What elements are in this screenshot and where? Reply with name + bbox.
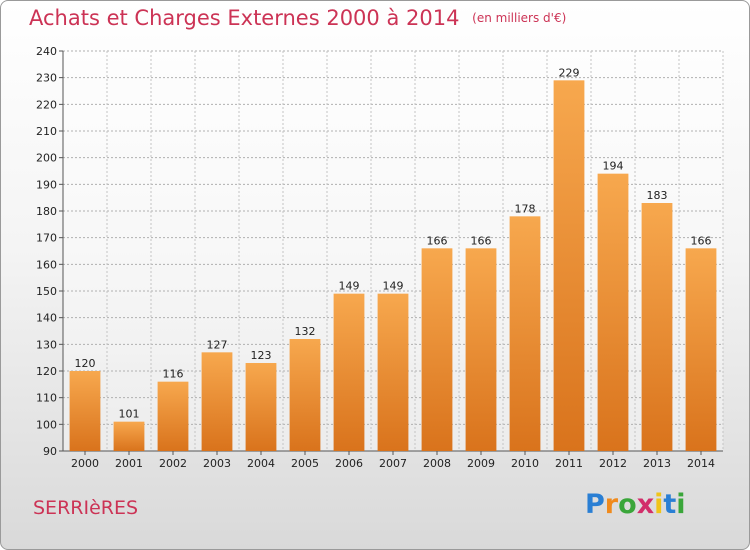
bar [113,421,145,451]
proxiti-logo: Proxiti [585,489,686,520]
y-tick-label: 180 [36,205,57,218]
data-label: 229 [559,66,580,79]
logo-letter: x [636,489,655,520]
y-tick-label: 230 [36,72,57,85]
x-tick-label: 2005 [291,457,319,470]
y-tick-label: 100 [36,418,57,431]
labels: 120 101 116 127 123 132 149 149 166 166 178 229 194 1… [75,66,712,420]
data-label: 166 [427,234,448,247]
data-label: 149 [383,280,404,293]
x-tick-label: 2006 [335,457,363,470]
logo-letter: o [618,489,637,520]
bar [641,203,673,451]
bar [245,363,277,451]
bar [333,293,365,451]
data-label: 123 [251,349,272,362]
bar [69,371,101,451]
logo-letter: P [585,489,605,520]
y-tick-label: 160 [36,258,57,271]
bar [465,248,497,451]
y-tick-label: 110 [36,392,57,405]
x-tick-label: 2003 [203,457,231,470]
bar [377,293,409,451]
x-tick-label: 2007 [379,457,407,470]
chart-title: Achats et Charges Externes 2000 à 2014 (… [29,6,566,30]
chart-title-text: Achats et Charges Externes 2000 à 2014 [29,6,460,30]
y-tick-label: 130 [36,338,57,351]
logo-letter: r [604,489,619,520]
data-label: 132 [295,325,316,338]
x-tick-label: 2000 [71,457,99,470]
logo-letter: t [663,489,677,520]
bar [157,381,189,451]
x-tick-label: 2008 [423,457,451,470]
bar [685,248,717,451]
data-label: 149 [339,280,360,293]
logo-letter: i [676,489,686,520]
x-tick-label: 2011 [555,457,583,470]
x-tick-label: 2012 [599,457,627,470]
y-tick-label: 90 [43,445,57,458]
x-tick-label: 2009 [467,457,495,470]
data-label: 166 [471,234,492,247]
y-tick-label: 120 [36,365,57,378]
x-tick-label: 2002 [159,457,187,470]
bar [201,352,233,451]
bars [69,80,717,451]
data-label: 120 [75,357,96,370]
data-label: 127 [207,338,228,351]
y-tick-label: 220 [36,98,57,111]
data-label: 194 [603,160,624,173]
y-tick-label: 150 [36,285,57,298]
y-tick-label: 240 [36,45,57,58]
y-tick-label: 190 [36,178,57,191]
x-tick-label: 2014 [687,457,715,470]
bar [509,216,541,451]
bar [421,248,453,451]
logo-letter: i [654,489,664,520]
x-tick-label: 2013 [643,457,671,470]
x-tick-label: 2001 [115,457,143,470]
x-tick-label: 2010 [511,457,539,470]
y-tick-label: 170 [36,232,57,245]
data-label: 166 [691,234,712,247]
y-tick-label: 200 [36,152,57,165]
x-tick-label: 2004 [247,457,275,470]
y-tick-label: 210 [36,125,57,138]
chart-unit: (en milliers d'€) [472,11,567,25]
data-label: 183 [647,189,668,202]
bar [289,339,321,451]
data-label: 101 [119,408,140,421]
city-name: SERRIèRES [33,497,139,519]
bar [597,173,629,451]
bar [553,80,585,451]
data-label: 178 [515,202,536,215]
y-tick-label: 140 [36,312,57,325]
data-label: 116 [163,368,184,381]
